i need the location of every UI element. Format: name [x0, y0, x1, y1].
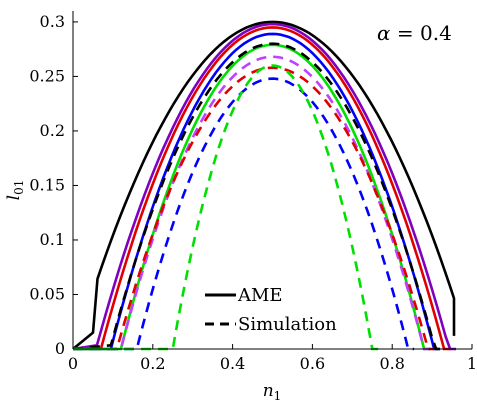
plot-lines — [72, 20, 456, 351]
series-3-solid-line — [73, 26, 451, 351]
y-axis-label: l01 — [4, 180, 26, 201]
alpha-annotation: α = 0.4 — [377, 21, 452, 45]
series-2-solid-line — [72, 22, 456, 351]
x-tick-label: 0.6 — [300, 354, 325, 373]
x-tick-label: 0 — [68, 354, 78, 373]
y-tick-label: 0.2 — [40, 121, 65, 140]
y-tick-label: 0.15 — [29, 175, 65, 194]
legend-label-simulation: Simulation — [238, 314, 337, 335]
y-tick-label: 0.05 — [29, 284, 65, 303]
x-tick-label: 1 — [467, 354, 477, 373]
x-tick-label: 0.8 — [379, 354, 404, 373]
x-tick-label: 0.4 — [220, 354, 245, 373]
legend: AME Simulation — [205, 285, 337, 335]
ticks: 0 0.2 0.4 0.6 0.8 1 0 0.05 0.1 0.15 0.2 0.25 0.3 — [29, 12, 477, 373]
y-tick-label: 0 — [55, 339, 65, 358]
axes — [72, 11, 472, 350]
series-10-dashed-line — [73, 64, 379, 351]
x-tick-label: 0.2 — [140, 354, 165, 373]
series-8-dashed-line — [73, 66, 435, 351]
y-tick-label: 0.1 — [40, 230, 65, 249]
y-tick-label: 0.25 — [29, 66, 65, 85]
series-9-dashed-line — [73, 77, 415, 351]
series-6-dashed-line — [72, 42, 443, 351]
y-tick-label: 0.3 — [40, 12, 65, 31]
legend-label-ame: AME — [237, 285, 283, 306]
series-1-solid-line — [72, 20, 456, 351]
x-axis-label: n1 — [263, 381, 282, 403]
